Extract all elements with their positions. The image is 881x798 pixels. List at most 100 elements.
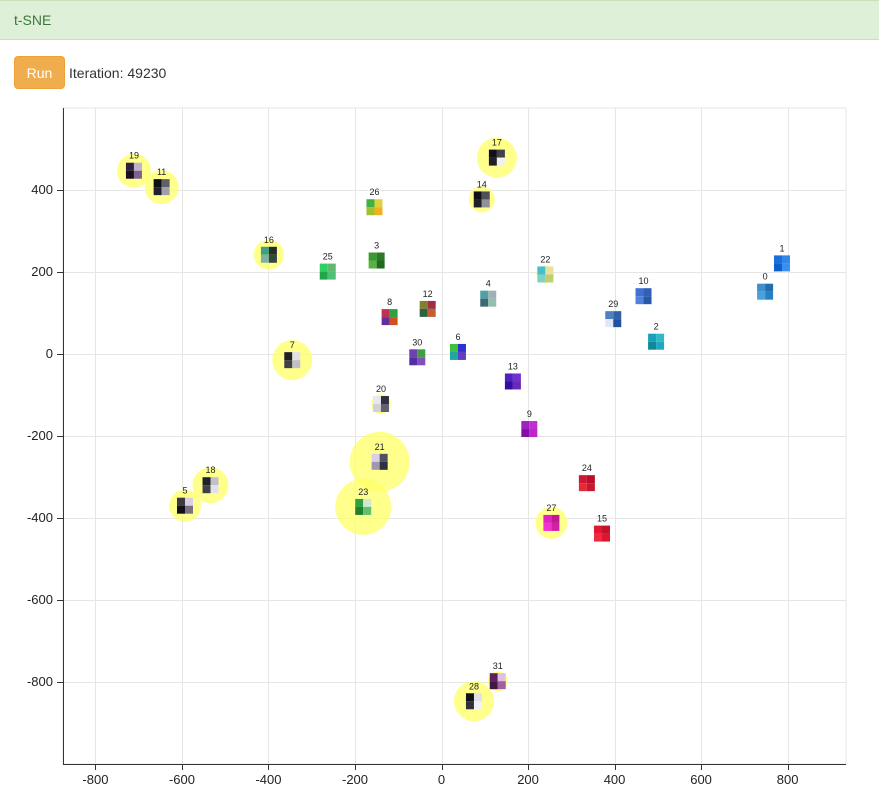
point-label: 5 — [182, 486, 187, 496]
thumb-cell — [125, 170, 134, 179]
thumb-cell — [512, 381, 521, 390]
point-label: 6 — [455, 332, 460, 342]
tick-labels: -800 -600 -400 -200 0 200 400 600 8004002000-200… — [27, 182, 798, 787]
point-marker: 11 — [153, 167, 170, 196]
thumb-cell — [496, 157, 505, 166]
thumb-cell — [176, 505, 185, 514]
thumb-cell — [427, 300, 436, 309]
point-marker: 6 — [449, 332, 466, 360]
thumb-cell — [551, 522, 560, 531]
thumb-cell — [161, 179, 170, 188]
point-label: 12 — [423, 289, 433, 299]
thumb-cell — [481, 199, 490, 208]
thumb-cell — [319, 263, 328, 272]
thumb-cell — [374, 199, 383, 208]
point-marker: 8 — [381, 297, 398, 326]
thumb-cell — [648, 333, 657, 342]
thumb-cell — [457, 351, 466, 360]
thumb-cell — [545, 274, 554, 283]
thumb-cell — [427, 308, 436, 317]
point-marker: 19 — [125, 151, 142, 179]
thumb-cell — [543, 522, 552, 531]
thumb-cell — [757, 283, 766, 292]
point-label: 14 — [477, 179, 487, 189]
thumb-cell — [372, 396, 381, 405]
thumb-cell — [368, 252, 377, 261]
thumb-cell — [409, 357, 418, 366]
point-label: 9 — [527, 409, 532, 419]
thumb-cell — [480, 298, 489, 307]
x-tick-label: -600 — [169, 772, 195, 787]
header-bar: t-SNE — [0, 0, 879, 40]
point-marker: 1 — [773, 243, 790, 272]
thumb-cell — [355, 498, 364, 507]
x-tick-label: 0 — [438, 772, 445, 787]
thumb-cell — [473, 701, 482, 710]
thumb-cell — [184, 505, 193, 514]
thumb-cell — [366, 207, 375, 216]
thumb-cell — [355, 506, 364, 515]
thumb-cell — [374, 207, 383, 216]
y-tick-label: -200 — [27, 428, 53, 443]
thumb-cell — [153, 187, 162, 196]
point-label: 24 — [582, 463, 592, 473]
point-marker: 3 — [368, 241, 385, 269]
point-label: 21 — [375, 442, 385, 452]
thumb-cell — [504, 381, 513, 390]
thumb-cell — [537, 274, 546, 283]
point-label: 1 — [779, 243, 784, 253]
thumb-cell — [368, 260, 377, 269]
thumb-cell — [449, 343, 458, 352]
thumb-cell — [379, 453, 388, 462]
point-marker: 12 — [419, 289, 436, 317]
thumb-cell — [268, 254, 277, 263]
point-label: 28 — [469, 681, 479, 691]
thumb-cell — [210, 485, 219, 494]
y-tick-label: 200 — [31, 264, 53, 279]
thumb-cell — [521, 421, 530, 430]
thumb-cell — [496, 149, 505, 158]
thumb-cell — [381, 317, 390, 326]
thumb-cell — [327, 263, 336, 272]
point-label: 7 — [290, 340, 295, 350]
thumb-cell — [284, 352, 293, 361]
thumb-cell — [371, 461, 380, 470]
thumb-cell — [284, 360, 293, 369]
thumb-cell — [545, 266, 554, 275]
point-label: 0 — [763, 272, 768, 282]
thumb-cell — [372, 404, 381, 413]
point-marker: 2 — [648, 322, 665, 350]
thumb-cell — [376, 252, 385, 261]
thumb-cell — [371, 453, 380, 462]
thumb-cell — [643, 288, 652, 297]
point-label: 23 — [358, 487, 368, 497]
x-tick-label: -200 — [342, 772, 368, 787]
thumb-cell — [381, 309, 390, 318]
thumb-cell — [419, 300, 428, 309]
run-button[interactable]: Run — [14, 56, 65, 89]
thumb-cell — [292, 352, 301, 361]
thumb-cell — [613, 319, 622, 328]
point-marker: 16 — [260, 235, 277, 263]
thumb-cell — [363, 506, 372, 515]
thumb-cell — [594, 533, 603, 542]
point-marker: 27 — [543, 503, 560, 531]
y-tick-label: 0 — [46, 346, 53, 361]
x-tick-label: 400 — [604, 772, 626, 787]
data-points: 0123456789101112131415161718192021222324… — [125, 138, 790, 710]
point-label: 27 — [546, 503, 556, 513]
thumb-cell — [176, 497, 185, 506]
x-tick-label: 600 — [690, 772, 712, 787]
point-label: 15 — [597, 514, 607, 524]
thumb-cell — [543, 514, 552, 523]
point-label: 30 — [412, 337, 422, 347]
point-marker: 15 — [594, 514, 611, 542]
thumb-cell — [605, 319, 614, 328]
thumb-cell — [268, 246, 277, 255]
thumb-cell — [488, 298, 497, 307]
thumb-cell — [656, 341, 665, 350]
y-tick-label: -400 — [27, 510, 53, 525]
point-marker: 14 — [473, 179, 490, 208]
point-marker: 31 — [489, 661, 506, 690]
point-label: 2 — [654, 322, 659, 332]
